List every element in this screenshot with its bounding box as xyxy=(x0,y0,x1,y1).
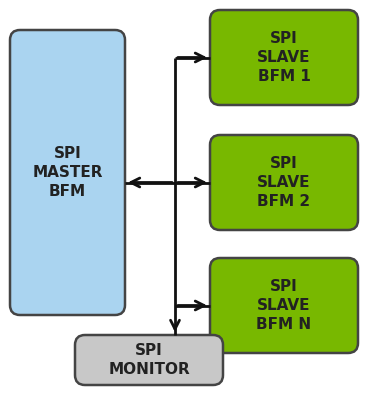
Text: SPI
MONITOR: SPI MONITOR xyxy=(108,343,190,377)
FancyBboxPatch shape xyxy=(210,10,358,105)
FancyBboxPatch shape xyxy=(75,335,223,385)
Text: SPI
SLAVE
BFM N: SPI SLAVE BFM N xyxy=(256,279,312,332)
Text: SPI
SLAVE
BFM 1: SPI SLAVE BFM 1 xyxy=(257,32,311,84)
Text: SPI
SLAVE
BFM 2: SPI SLAVE BFM 2 xyxy=(257,156,311,208)
FancyBboxPatch shape xyxy=(10,30,125,315)
FancyBboxPatch shape xyxy=(210,135,358,230)
Text: SPI
MASTER
BFM: SPI MASTER BFM xyxy=(32,147,103,199)
FancyBboxPatch shape xyxy=(210,258,358,353)
